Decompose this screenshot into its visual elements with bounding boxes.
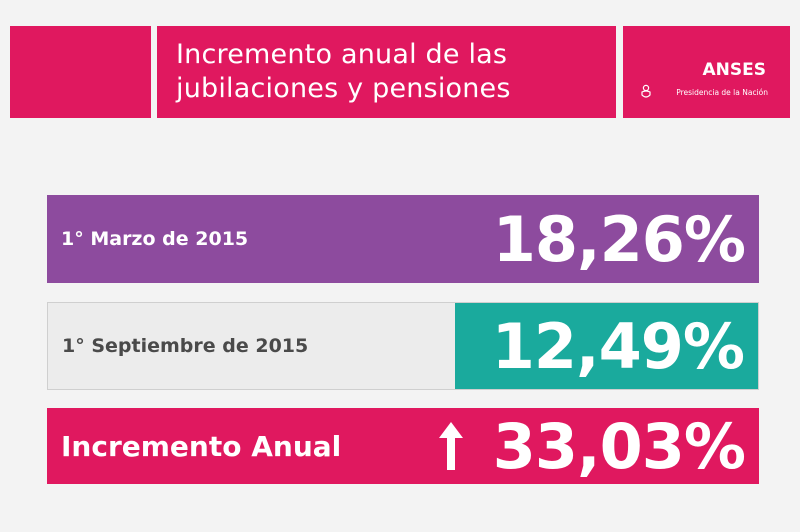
annual-increase-row: Incremento Anual 33,03% bbox=[47, 408, 759, 484]
value-box: 12,49% bbox=[455, 303, 758, 389]
logo-subtitle: Presidencia de la Nación bbox=[676, 88, 768, 97]
row-label: 1° Septiembre de 2015 bbox=[62, 335, 309, 357]
arrow-up-icon bbox=[439, 422, 463, 470]
title-line-2: jubilaciones y pensiones bbox=[176, 73, 511, 104]
row-label: Incremento Anual bbox=[61, 429, 342, 463]
row-value: 12,49% bbox=[491, 309, 745, 383]
increase-row-marzo: 1° Marzo de 2015 18,26% bbox=[47, 195, 759, 283]
page-title: Incremento anual de las jubilaciones y p… bbox=[176, 38, 511, 106]
row-value: 18,26% bbox=[492, 202, 746, 276]
row-value: 33,03% bbox=[492, 409, 746, 483]
seal-icon bbox=[641, 84, 651, 98]
header-left-block bbox=[10, 26, 151, 118]
title-line-1: Incremento anual de las bbox=[176, 39, 508, 70]
increase-row-septiembre: 1° Septiembre de 2015 12,49% bbox=[47, 302, 759, 390]
anses-logo: ANSES Presidencia de la Nación bbox=[623, 26, 790, 118]
header-title-block: Incremento anual de las jubilaciones y p… bbox=[157, 26, 616, 118]
row-label: 1° Marzo de 2015 bbox=[61, 228, 249, 250]
logo-name: ANSES bbox=[702, 60, 766, 80]
